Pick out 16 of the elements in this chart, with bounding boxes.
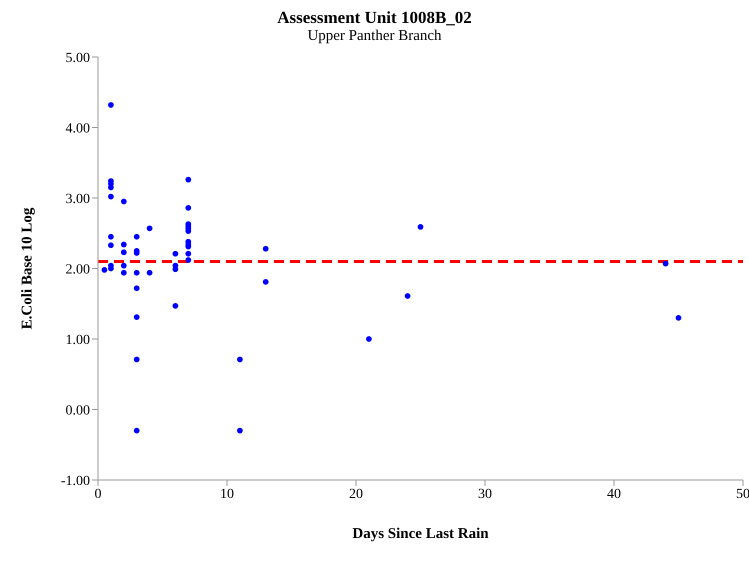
chart-title: Assessment Unit 1008B_02 [276, 8, 473, 28]
y-axis-title: E.Coli Base 10 Log [19, 207, 36, 330]
x-axis-title: Days Since Last Rain [352, 526, 490, 542]
y-tick-label: -1.00 [60, 474, 90, 489]
y-tick-label: 3.00 [66, 192, 90, 207]
x-tick-label: 0 [94, 486, 102, 502]
y-tick-label: 2.00 [66, 262, 90, 278]
x-tick-label: 40 [607, 486, 621, 502]
y-tick-label: 0.00 [66, 403, 90, 418]
x-tick-label: 30 [478, 486, 492, 502]
y-tick-label: 5.00 [66, 50, 90, 66]
x-tick-label: 10 [220, 486, 234, 502]
x-tick-label: 20 [349, 486, 363, 502]
y-tick-label: 4.00 [66, 121, 90, 136]
y-tick-label: 1.00 [66, 332, 90, 348]
chart-subtitle: Upper Panther Branch [306, 28, 443, 45]
